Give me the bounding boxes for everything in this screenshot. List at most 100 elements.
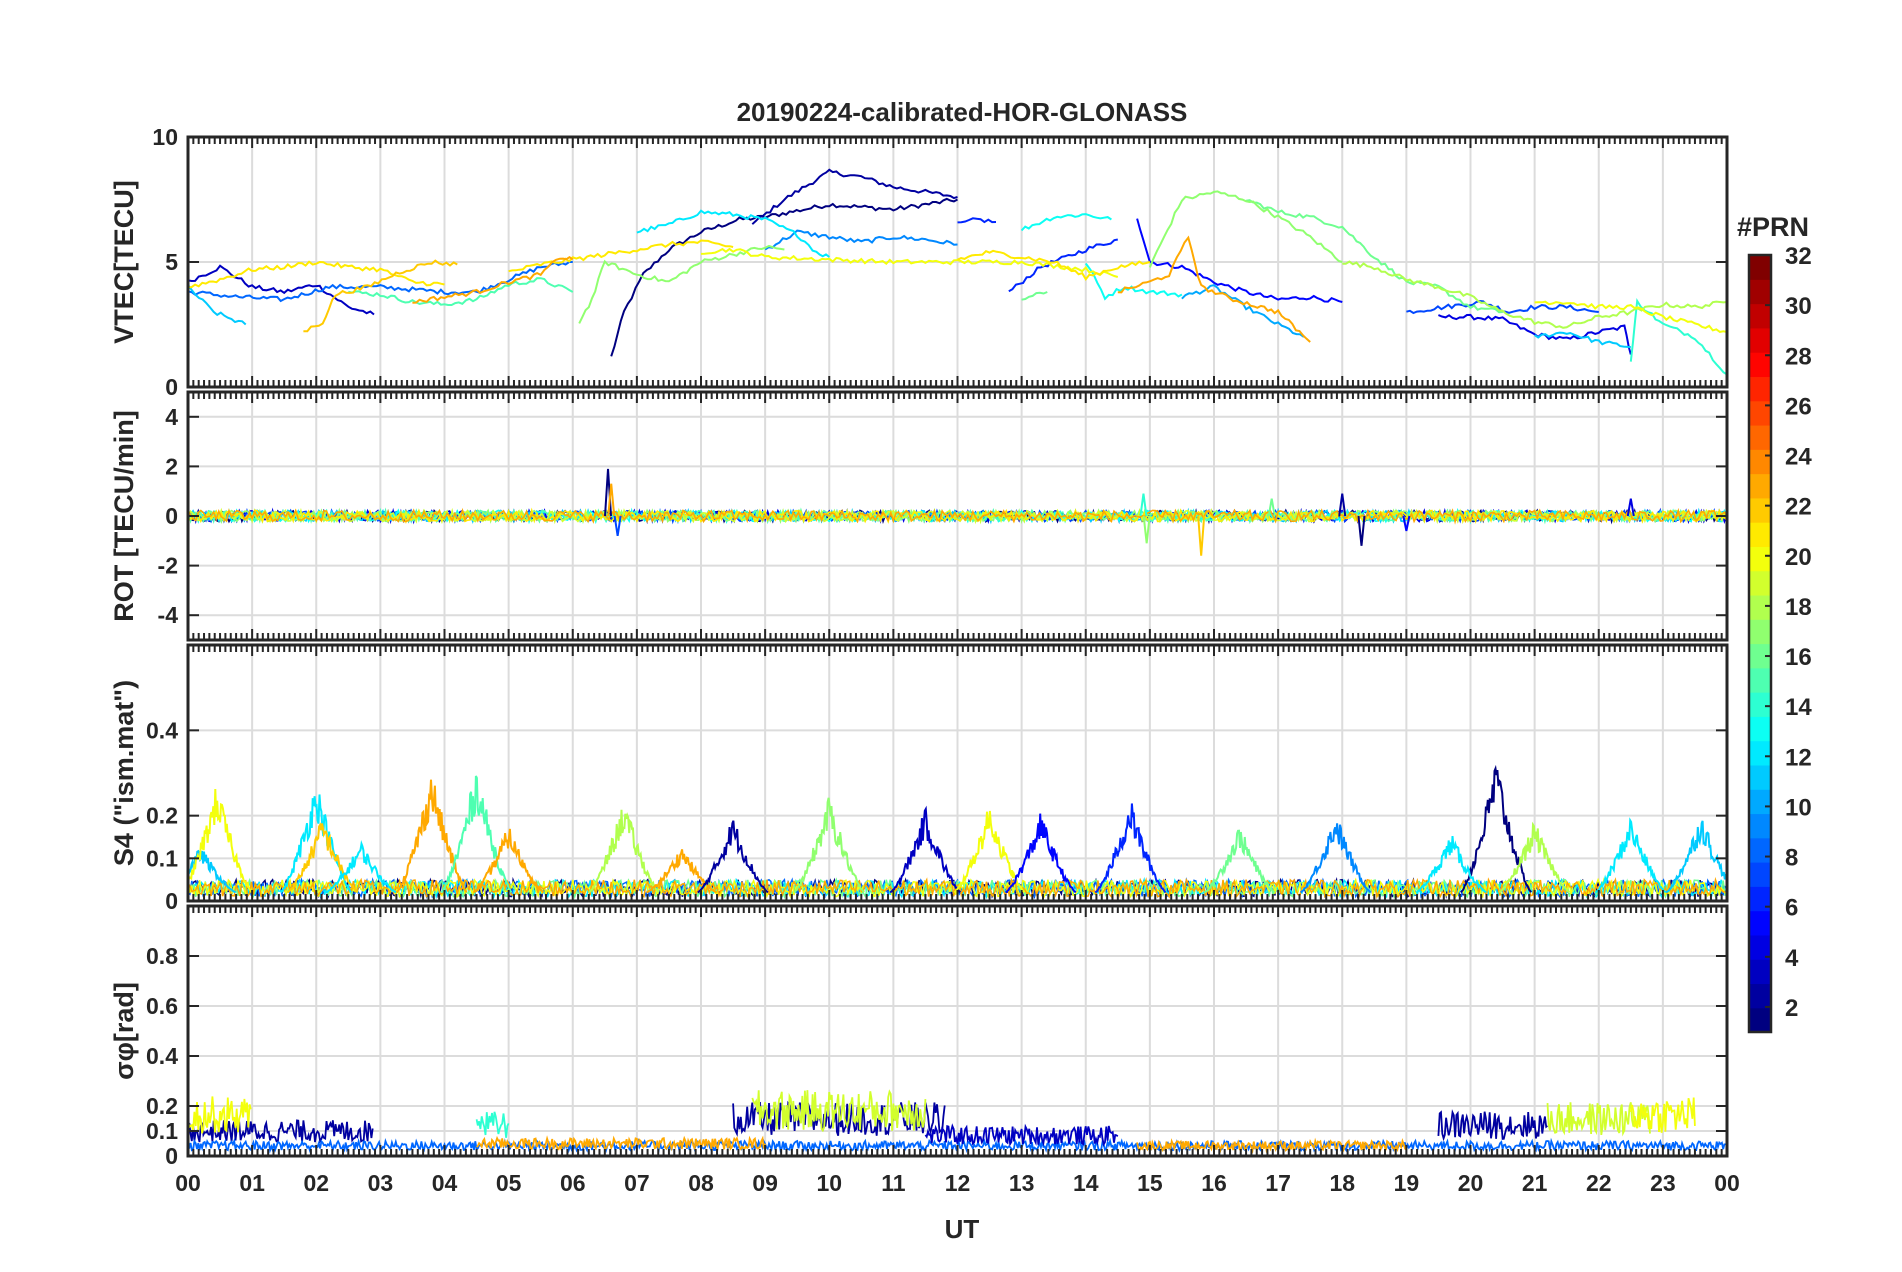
colorbar-level bbox=[1749, 862, 1771, 887]
x-tick-label: 16 bbox=[1201, 1170, 1227, 1196]
y-tick-label: 0 bbox=[165, 374, 178, 400]
series-prn-19 bbox=[188, 507, 1727, 525]
colorbar-level bbox=[1749, 740, 1771, 766]
colorbar-level bbox=[1749, 449, 1771, 475]
x-tick-label: 07 bbox=[624, 1170, 650, 1196]
band-prn-19 bbox=[751, 1089, 927, 1133]
x-tick-label: 03 bbox=[368, 1170, 394, 1196]
colorbar-level bbox=[1749, 837, 1771, 863]
colorbar-title: #PRN bbox=[1737, 212, 1809, 242]
y-tick-label: 0.8 bbox=[146, 943, 178, 969]
x-tick-label: 00 bbox=[175, 1170, 201, 1196]
x-axis-label: UT bbox=[945, 1214, 980, 1244]
colorbar-tick-label: 22 bbox=[1785, 494, 1812, 521]
colorbar-tick-label: 8 bbox=[1785, 845, 1798, 872]
panel-rot: -4 -2 0 2 4 ROT [TECU/min] bbox=[109, 390, 1729, 642]
colorbar-level bbox=[1749, 570, 1771, 596]
series-group-rot bbox=[188, 468, 1727, 556]
series-prn-23 bbox=[1117, 235, 1311, 343]
colorbar-level bbox=[1749, 619, 1771, 645]
colorbar-tick-label: 32 bbox=[1785, 243, 1812, 270]
spike-prn-7 bbox=[613, 515, 622, 536]
series-prn-20 bbox=[700, 247, 1119, 278]
x-tick-label: 23 bbox=[1650, 1170, 1676, 1196]
y-axis-label-rot: ROT [TECU/min] bbox=[109, 410, 139, 621]
colorbar-level bbox=[1749, 910, 1771, 936]
x-tick-label: 18 bbox=[1329, 1170, 1355, 1196]
series-prn-6 bbox=[957, 217, 997, 224]
y-tick-label: 0.1 bbox=[146, 1118, 178, 1144]
series-group-s4 bbox=[188, 764, 1727, 900]
burst-prn-5 bbox=[1005, 813, 1077, 894]
colorbar-tick-label: 28 bbox=[1785, 343, 1812, 370]
burst-prn-9 bbox=[1299, 823, 1372, 894]
colorbar-level bbox=[1749, 352, 1771, 378]
burst-prn-12 bbox=[1594, 817, 1667, 894]
spike-prn-17 bbox=[1142, 515, 1151, 544]
colorbar-tick-label: 26 bbox=[1785, 393, 1812, 420]
grid-s4 bbox=[188, 645, 1727, 901]
series-prn-1 bbox=[610, 197, 958, 357]
x-tick-label: 01 bbox=[239, 1170, 265, 1196]
colorbar-level bbox=[1749, 400, 1771, 426]
panel-s4: 0 0.1 0.2 0.4 S4 ("ism.mat") bbox=[109, 643, 1729, 914]
colorbar-level bbox=[1749, 546, 1771, 572]
burst-prn-12 bbox=[1415, 836, 1487, 894]
colorbar-level bbox=[1749, 764, 1771, 790]
series-prn-21 bbox=[188, 260, 445, 289]
colorbar-level bbox=[1749, 594, 1771, 620]
series-prn-2 bbox=[751, 168, 958, 225]
colorbar-level bbox=[1749, 959, 1771, 985]
series-prn-3 bbox=[188, 264, 375, 316]
x-tick-label: 17 bbox=[1265, 1170, 1291, 1196]
series-prn-15 bbox=[348, 277, 574, 306]
colorbar-tick-label: 30 bbox=[1785, 293, 1812, 320]
spike-prn-23 bbox=[607, 483, 616, 517]
panel-vtec: 0 5 10 VTEC[TECU] bbox=[109, 124, 1729, 400]
colorbar-level bbox=[1749, 692, 1771, 717]
series-prn-20 bbox=[1534, 300, 1727, 333]
burst-prn-16 bbox=[1203, 829, 1276, 894]
colorbar-tick-label: 20 bbox=[1785, 544, 1812, 571]
y-axis-label-vtec: VTEC[TECU] bbox=[109, 180, 139, 344]
x-tick-label: 08 bbox=[688, 1170, 714, 1196]
burst-prn-15 bbox=[440, 775, 513, 894]
colorbar-level bbox=[1749, 424, 1771, 450]
band-prn-2 bbox=[1437, 1109, 1548, 1142]
x-tick-label: 12 bbox=[945, 1170, 971, 1196]
grid-rot bbox=[188, 392, 1727, 640]
colorbar-level bbox=[1749, 1007, 1771, 1033]
x-tick-label: 22 bbox=[1586, 1170, 1612, 1196]
x-tick-label: 05 bbox=[496, 1170, 522, 1196]
panel-sigma_phi: 00.10.2 0.4 0.6 0.8 σφ[rad] bbox=[109, 904, 1729, 1169]
band-prn-20 bbox=[1629, 1097, 1696, 1133]
x-tick-labels: 00 01 02 03 04 05 06 07 08 09 10 11 12 13 14 15 16 17 18 19… bbox=[175, 1170, 1740, 1196]
burst-prn-12 bbox=[325, 839, 397, 894]
colorbar-level bbox=[1749, 522, 1771, 547]
spike-prn-4 bbox=[1626, 498, 1635, 517]
band-prn-20 bbox=[188, 1096, 252, 1134]
colorbar-level bbox=[1749, 667, 1771, 693]
x-tick-label: 11 bbox=[881, 1170, 906, 1196]
colorbar-tick-label: 18 bbox=[1785, 594, 1812, 621]
colorbar-level bbox=[1749, 255, 1771, 280]
y-tick-label: 0.6 bbox=[146, 993, 178, 1019]
burst-prn-23 bbox=[472, 828, 545, 894]
colorbar-level bbox=[1749, 813, 1771, 839]
colorbar-tick-label: 24 bbox=[1785, 444, 1812, 471]
spike-prn-5 bbox=[1402, 515, 1411, 532]
y-tick-label: 0.1 bbox=[146, 845, 178, 871]
colorbar-tick-label: 12 bbox=[1785, 744, 1812, 771]
x-tick-label: 13 bbox=[1009, 1170, 1035, 1196]
colorbar-level bbox=[1749, 473, 1771, 499]
y-tick-label: 0 bbox=[165, 503, 178, 529]
burst-prn-6 bbox=[1094, 803, 1167, 894]
burst-prn-17 bbox=[793, 797, 865, 894]
spike-prn-2 bbox=[1338, 493, 1347, 517]
series-prn-23 bbox=[188, 876, 1726, 900]
series-prn-12 bbox=[636, 209, 830, 258]
y-tick-label: 5 bbox=[165, 249, 178, 275]
series-prn-13 bbox=[1020, 213, 1112, 232]
series-group-vtec bbox=[188, 168, 1727, 376]
